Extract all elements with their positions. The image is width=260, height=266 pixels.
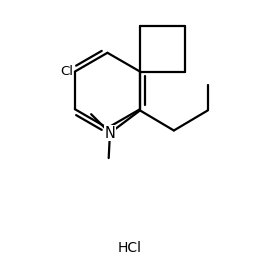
Text: N: N [105,126,115,140]
Text: HCl: HCl [118,241,142,255]
Text: Cl: Cl [60,65,73,78]
